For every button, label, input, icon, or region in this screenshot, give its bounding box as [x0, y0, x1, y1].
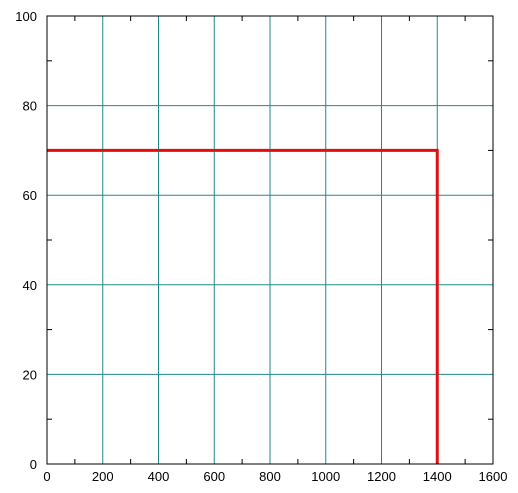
x-tick-labels: 0 200 400 600 800 1000 1200 1400 1600	[43, 469, 507, 484]
x-tick-label: 1400	[423, 469, 452, 484]
x-tick-label: 800	[259, 469, 281, 484]
x-tick-label: 400	[148, 469, 170, 484]
y-tick-label: 80	[23, 99, 37, 114]
y-tick-label: 100	[15, 9, 37, 24]
y-tick-label: 60	[23, 188, 37, 203]
plot-frame	[46, 15, 494, 465]
grid-lines	[47, 16, 493, 464]
y-tick-label: 20	[23, 367, 37, 382]
series-layer	[47, 148, 439, 464]
x-tick-label: 200	[92, 469, 114, 484]
x-tick-label: 0	[43, 469, 50, 484]
y-tick-label: 40	[23, 278, 37, 293]
x-tick-label: 1200	[367, 469, 396, 484]
y-tick-label: 0	[30, 457, 37, 472]
x-tick-label: 1600	[479, 469, 508, 484]
minor-ticks	[47, 16, 493, 464]
y-tick-labels: 0 20 40 60 80 100	[15, 9, 37, 472]
x-tick-label: 600	[203, 469, 225, 484]
series-line	[47, 148, 439, 464]
x-tick-label: 1000	[311, 469, 340, 484]
